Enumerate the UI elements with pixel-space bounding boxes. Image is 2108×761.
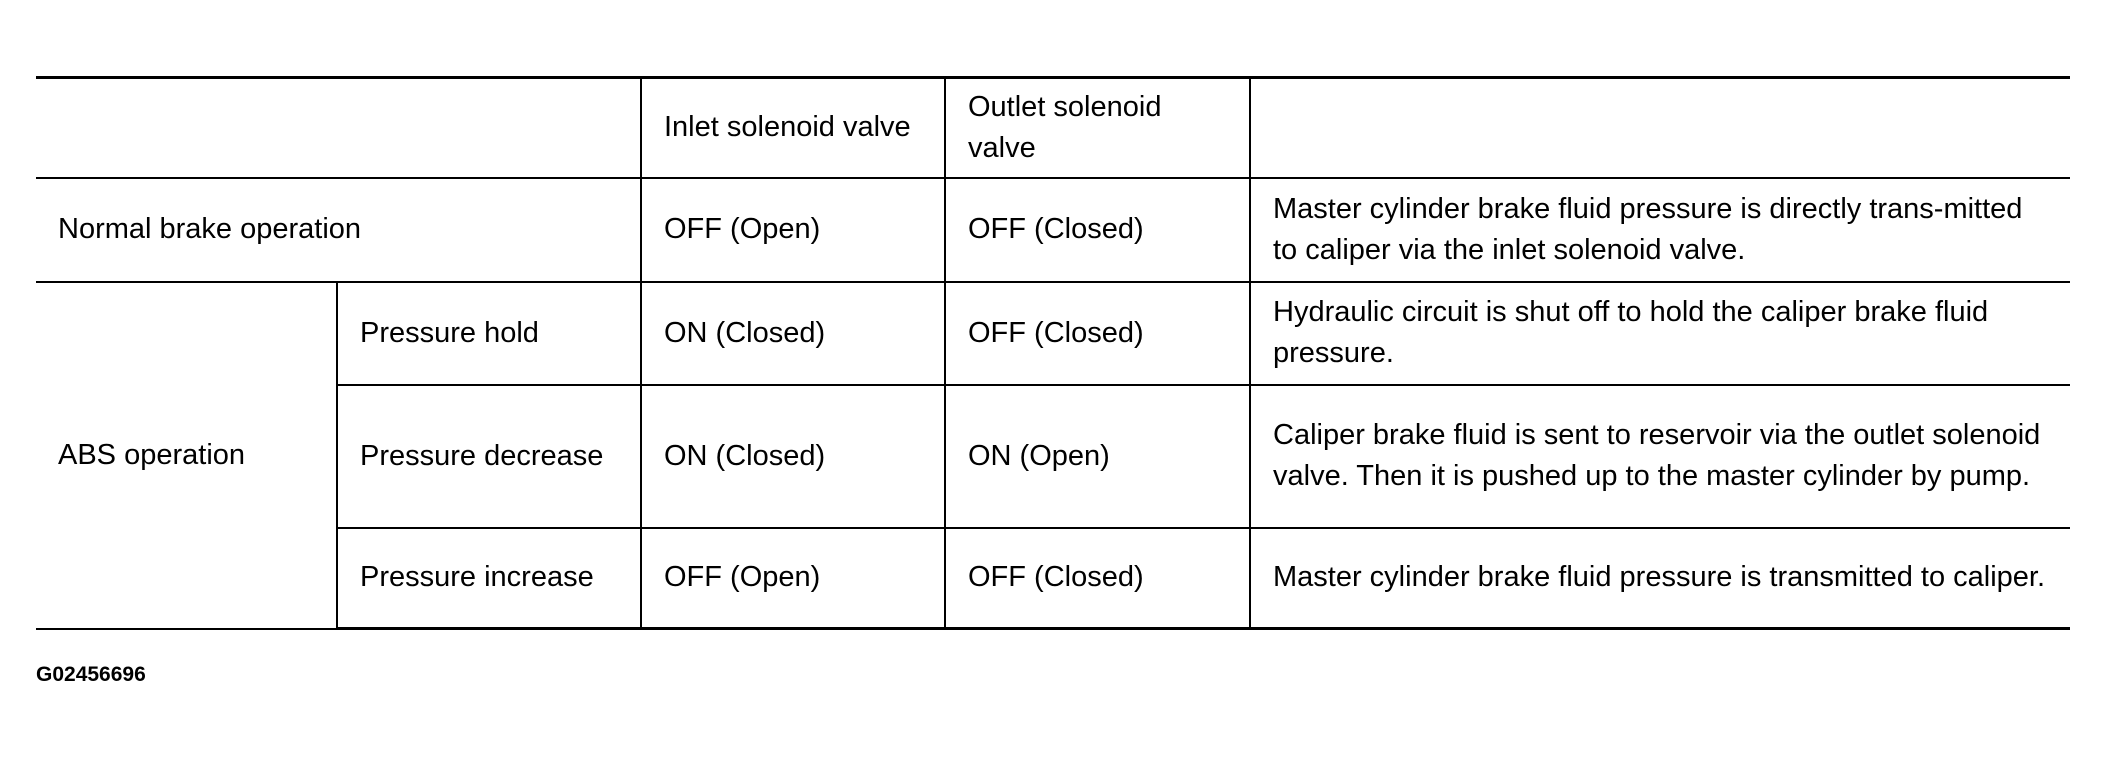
operation-label: Normal brake operation — [36, 176, 642, 283]
outlet-state: OFF (Closed) — [944, 280, 1251, 386]
solenoid-valve-operation-table: Inlet solenoid valve Outlet solenoid val… — [36, 76, 2070, 630]
table-row: Normal brake operation OFF (Open) OFF (C… — [36, 176, 2070, 283]
description: Caliper brake fluid is sent to reservoir… — [1249, 383, 2070, 529]
description: Master cylinder brake fluid pressure is … — [1249, 176, 2070, 283]
header-empty-cell — [36, 76, 642, 179]
outlet-state: ON (Open) — [944, 383, 1251, 529]
inlet-state: OFF (Open) — [640, 176, 946, 283]
table-row: Pressure decrease ON (Closed) ON (Open) … — [36, 383, 2070, 529]
header-row: Inlet solenoid valve Outlet solenoid val… — [36, 76, 2070, 179]
header-outlet: Outlet solenoid valve — [944, 76, 1251, 179]
mode-label: Pressure decrease — [337, 383, 642, 529]
table-row: ABS operation Pressure hold ON (Closed) … — [36, 280, 2070, 630]
outlet-state: OFF (Closed) — [944, 526, 1251, 630]
header-inlet: Inlet solenoid valve — [640, 76, 946, 179]
outlet-state: OFF (Closed) — [944, 176, 1251, 283]
mode-label: Pressure increase — [337, 526, 642, 630]
header-description — [1249, 76, 2070, 179]
mode-label: Pressure hold — [336, 280, 642, 386]
description: Hydraulic circuit is shut off to hold th… — [1249, 280, 2070, 386]
table-row: Pressure increase OFF (Open) OFF (Closed… — [36, 526, 2070, 630]
operation-label: ABS operation — [36, 280, 338, 630]
inlet-state: ON (Closed) — [640, 383, 946, 529]
inlet-state: OFF (Open) — [640, 526, 946, 630]
description: Master cylinder brake fluid pressure is … — [1249, 526, 2070, 630]
inlet-state: ON (Closed) — [640, 280, 946, 386]
figure-code: G02456696 — [36, 663, 146, 686]
